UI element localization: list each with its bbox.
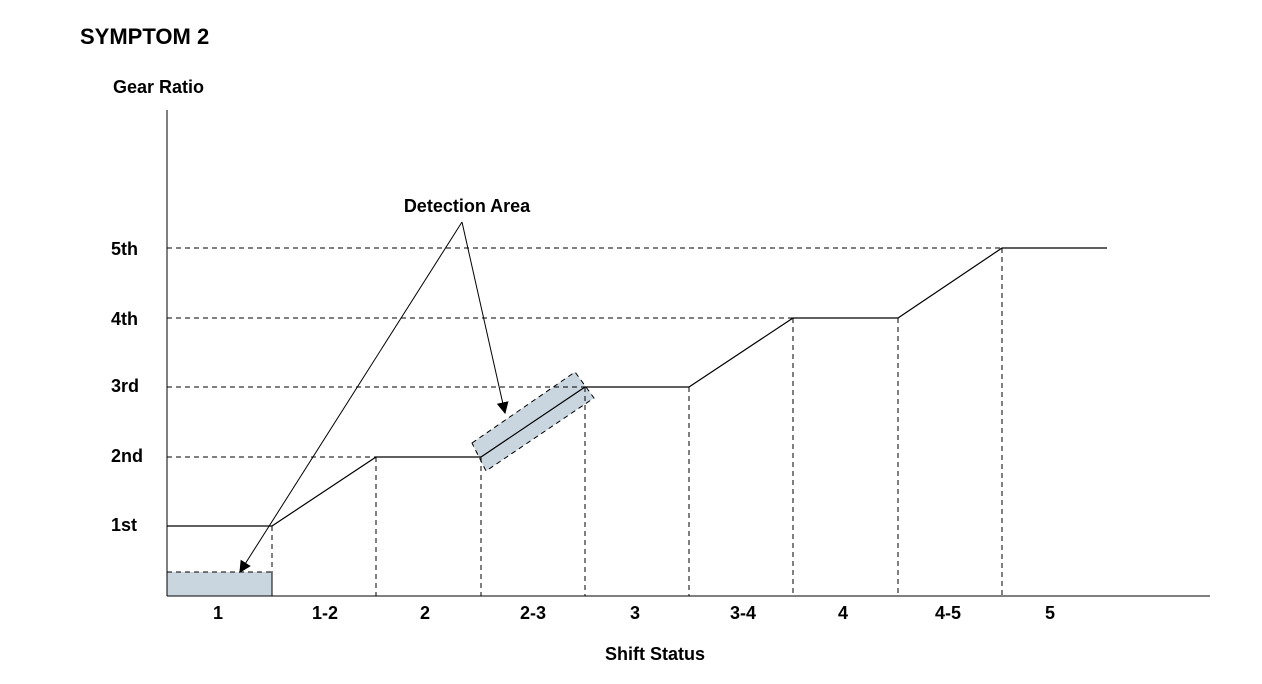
- y-label: 3rd: [111, 376, 139, 396]
- y-label: 2nd: [111, 446, 143, 466]
- y-axis-label: Gear Ratio: [113, 77, 204, 97]
- y-label: 1st: [111, 515, 137, 535]
- x-label: 1: [213, 603, 223, 623]
- x-label: 2-3: [520, 603, 546, 623]
- arrow: [239, 221, 463, 574]
- x-label: 4-5: [935, 603, 961, 623]
- x-label: 5: [1045, 603, 1055, 623]
- y-label: 4th: [111, 309, 138, 329]
- y-label: 5th: [111, 239, 138, 259]
- arrow: [461, 221, 509, 415]
- guides: [167, 247, 1003, 596]
- x-label: 1-2: [312, 603, 338, 623]
- detection-area: [166, 571, 273, 597]
- x-label: 3: [630, 603, 640, 623]
- x-label: 3-4: [730, 603, 756, 623]
- title: SYMPTOM 2: [80, 24, 209, 49]
- x-label: 2: [420, 603, 430, 623]
- x-axis-label: Shift Status: [605, 644, 705, 664]
- annotation: Detection Area: [404, 196, 531, 216]
- gear-ratio-line: [167, 247, 1107, 527]
- x-label: 4: [838, 603, 848, 623]
